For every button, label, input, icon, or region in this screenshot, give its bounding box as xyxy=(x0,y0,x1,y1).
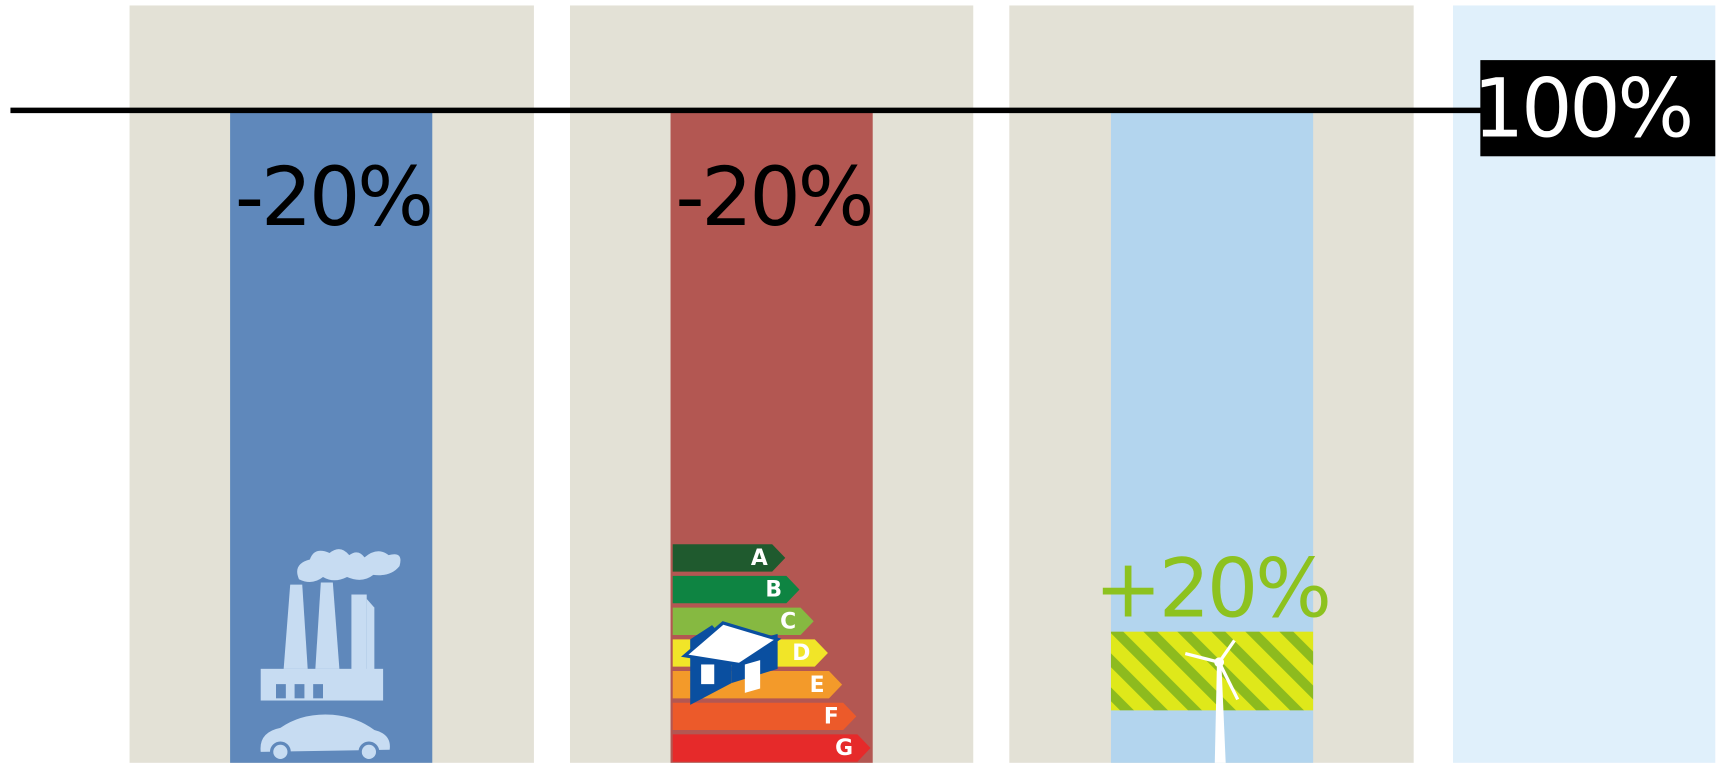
energy-class-arrow xyxy=(672,544,786,572)
energy-class-label: D xyxy=(792,641,810,666)
energy-class-arrow xyxy=(672,575,800,604)
total-label: 100% xyxy=(1473,63,1691,157)
energy-class-label: A xyxy=(751,546,768,571)
house-icon xyxy=(680,621,782,705)
renewables-label: +20% xyxy=(1094,542,1328,636)
energy-class-arrow xyxy=(672,702,857,731)
emissions-label: -20% xyxy=(235,151,431,245)
energy-class-label: F xyxy=(824,704,839,729)
energy-class-label: B xyxy=(765,578,782,603)
efficiency-label: -20% xyxy=(675,151,871,245)
total-box xyxy=(1480,60,1716,157)
car-icon xyxy=(260,714,390,752)
energy-class-label: E xyxy=(810,673,825,698)
wind-field xyxy=(1110,631,1314,711)
energy-class-label: C xyxy=(780,609,796,634)
wind-turbine-icon xyxy=(1184,639,1240,763)
energy-class-label: G xyxy=(835,736,853,761)
energy-class-arrow xyxy=(672,734,871,762)
